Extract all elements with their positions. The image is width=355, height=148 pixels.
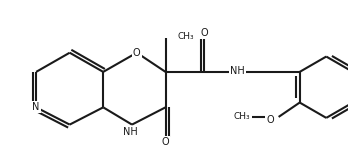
Text: O: O xyxy=(266,115,274,125)
Text: NH: NH xyxy=(123,127,137,136)
Text: N: N xyxy=(32,102,40,112)
Text: CH₃: CH₃ xyxy=(177,32,193,41)
Text: O: O xyxy=(133,48,141,58)
Text: O: O xyxy=(200,28,208,38)
Text: O: O xyxy=(162,137,169,147)
Text: CH₃: CH₃ xyxy=(233,112,250,121)
Text: NH: NH xyxy=(230,66,245,76)
